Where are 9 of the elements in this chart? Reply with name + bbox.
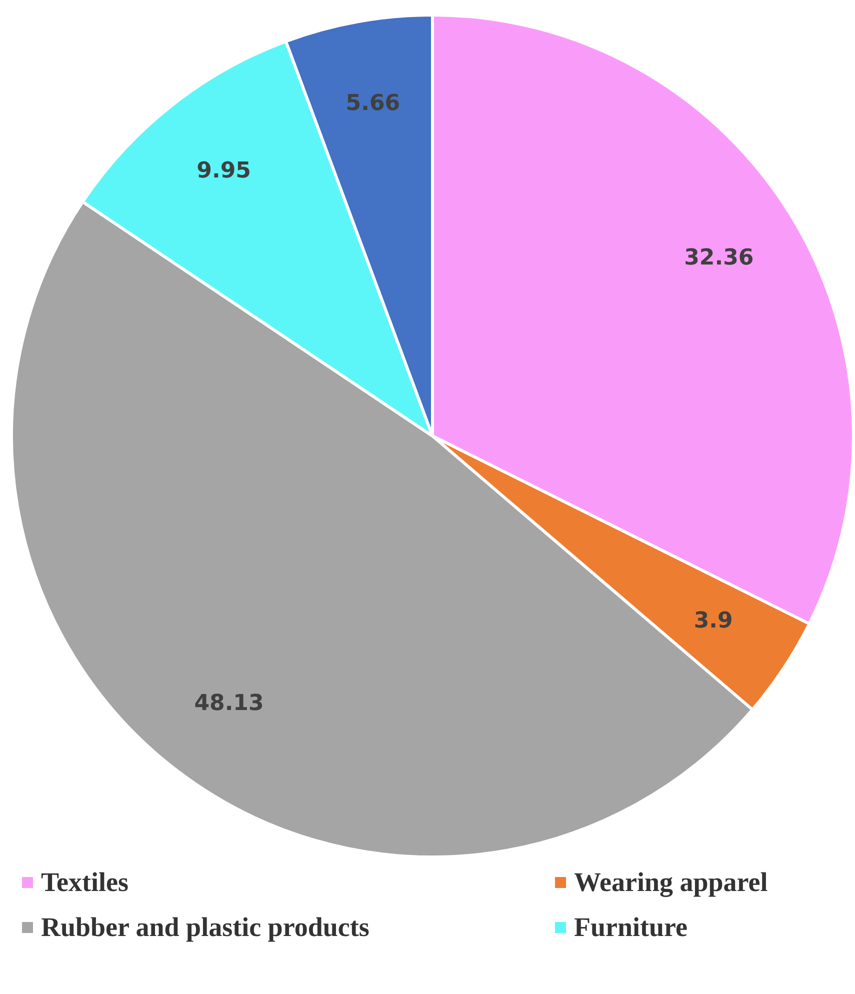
data-label: 9.95 bbox=[196, 158, 251, 184]
legend-label: Wearing apparel bbox=[574, 867, 768, 898]
legend-label: Furniture bbox=[574, 912, 688, 943]
data-label: 48.13 bbox=[194, 691, 264, 716]
data-label: 3.9 bbox=[694, 608, 733, 634]
legend-label: Rubber and plastic products bbox=[41, 912, 370, 943]
data-label: 32.36 bbox=[684, 245, 754, 270]
legend-label: Textiles bbox=[41, 867, 128, 898]
data-label: 5.66 bbox=[346, 91, 400, 116]
